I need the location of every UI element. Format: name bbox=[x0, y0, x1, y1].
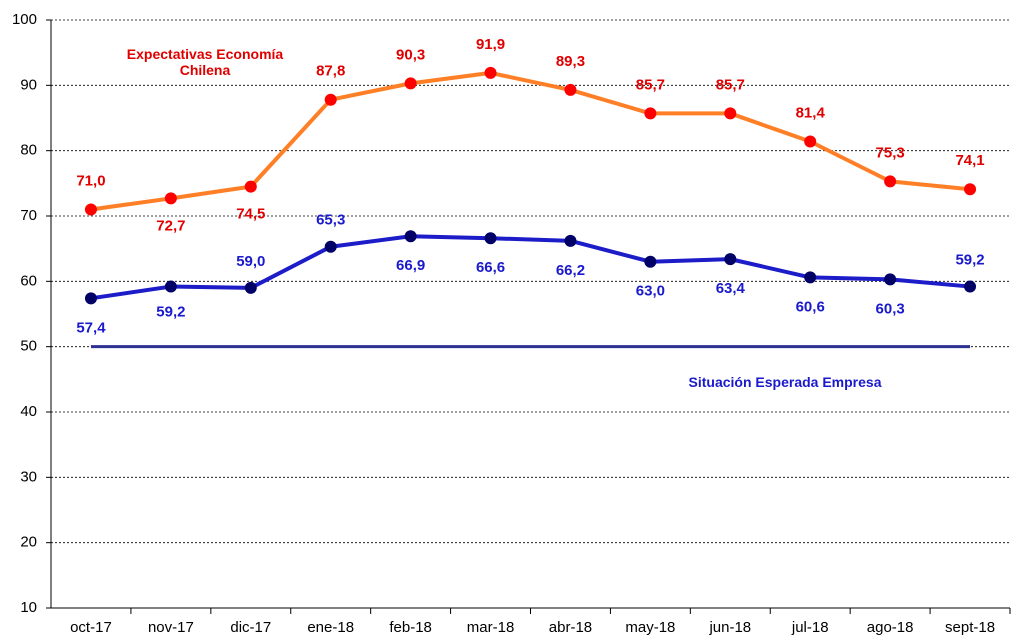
data-label: 87,8 bbox=[316, 63, 345, 80]
y-tick-label: 30 bbox=[20, 468, 37, 485]
marker bbox=[404, 77, 417, 90]
marker bbox=[84, 292, 97, 305]
marker bbox=[324, 93, 337, 106]
y-tick-label: 10 bbox=[20, 599, 37, 616]
marker bbox=[644, 107, 657, 120]
marker bbox=[804, 271, 817, 284]
marker bbox=[884, 175, 897, 188]
x-tick-label: dic-17 bbox=[230, 619, 271, 636]
marker bbox=[644, 255, 657, 268]
data-label: 74,1 bbox=[955, 152, 984, 169]
data-label: 60,3 bbox=[876, 300, 905, 317]
x-tick-label: oct-17 bbox=[70, 619, 112, 636]
data-label: 65,3 bbox=[316, 212, 345, 229]
data-label: 72,7 bbox=[156, 217, 185, 234]
y-tick-label: 60 bbox=[20, 272, 37, 289]
data-label: 66,6 bbox=[476, 259, 505, 276]
marker bbox=[724, 107, 737, 120]
x-tick-label: ene-18 bbox=[307, 619, 354, 636]
x-tick-label: jul-18 bbox=[791, 619, 829, 636]
data-label: 63,4 bbox=[716, 280, 746, 297]
x-tick-label: abr-18 bbox=[549, 619, 592, 636]
data-label: 74,5 bbox=[236, 206, 265, 223]
marker bbox=[324, 240, 337, 253]
y-tick-label: 100 bbox=[12, 11, 37, 28]
y-tick-label: 50 bbox=[20, 338, 37, 355]
data-label: 81,4 bbox=[796, 104, 826, 121]
marker bbox=[244, 180, 257, 193]
marker bbox=[484, 66, 497, 79]
y-tick-label: 70 bbox=[20, 207, 37, 224]
marker bbox=[564, 83, 577, 96]
x-tick-label: mar-18 bbox=[467, 619, 515, 636]
y-tick-label: 20 bbox=[20, 534, 37, 551]
marker bbox=[564, 234, 577, 247]
series-line bbox=[90, 70, 971, 212]
marker bbox=[84, 203, 97, 216]
x-tick-label: jun-18 bbox=[708, 619, 751, 636]
data-label: 59,2 bbox=[156, 304, 185, 321]
data-label: 66,2 bbox=[556, 262, 585, 279]
marker bbox=[164, 280, 177, 293]
marker bbox=[964, 280, 977, 293]
x-tick-label: may-18 bbox=[625, 619, 675, 636]
data-label: 59,2 bbox=[955, 252, 984, 269]
marker bbox=[964, 183, 977, 196]
series-label: Situación Esperada Empresa bbox=[688, 374, 882, 390]
x-tick-label: ago-18 bbox=[867, 619, 914, 636]
data-label: 60,6 bbox=[796, 298, 825, 315]
x-tick-label: feb-18 bbox=[389, 619, 432, 636]
marker bbox=[884, 273, 897, 286]
data-label: 85,7 bbox=[636, 76, 665, 93]
marker bbox=[164, 192, 177, 205]
data-label: 66,9 bbox=[396, 257, 425, 274]
marker bbox=[404, 230, 417, 243]
data-label: 57,4 bbox=[76, 319, 106, 336]
marker bbox=[484, 232, 497, 245]
y-tick-label: 40 bbox=[20, 403, 37, 420]
y-tick-label: 90 bbox=[20, 76, 37, 93]
x-tick-label: nov-17 bbox=[148, 619, 194, 636]
data-label: 71,0 bbox=[76, 172, 105, 189]
y-tick-label: 80 bbox=[20, 142, 37, 159]
data-label: 63,0 bbox=[636, 283, 665, 300]
data-label: 91,9 bbox=[476, 36, 505, 53]
data-label: 90,3 bbox=[396, 46, 425, 63]
data-label: 59,0 bbox=[236, 253, 265, 270]
x-tick-label: sept-18 bbox=[945, 619, 995, 636]
series-line bbox=[90, 234, 971, 301]
data-label: 85,7 bbox=[716, 76, 745, 93]
marker bbox=[724, 253, 737, 266]
data-label: 89,3 bbox=[556, 53, 585, 70]
data-label: 75,3 bbox=[876, 144, 905, 161]
marker bbox=[244, 281, 257, 294]
series-label: Expectativas Economía Chilena bbox=[126, 46, 284, 78]
marker bbox=[804, 135, 817, 148]
